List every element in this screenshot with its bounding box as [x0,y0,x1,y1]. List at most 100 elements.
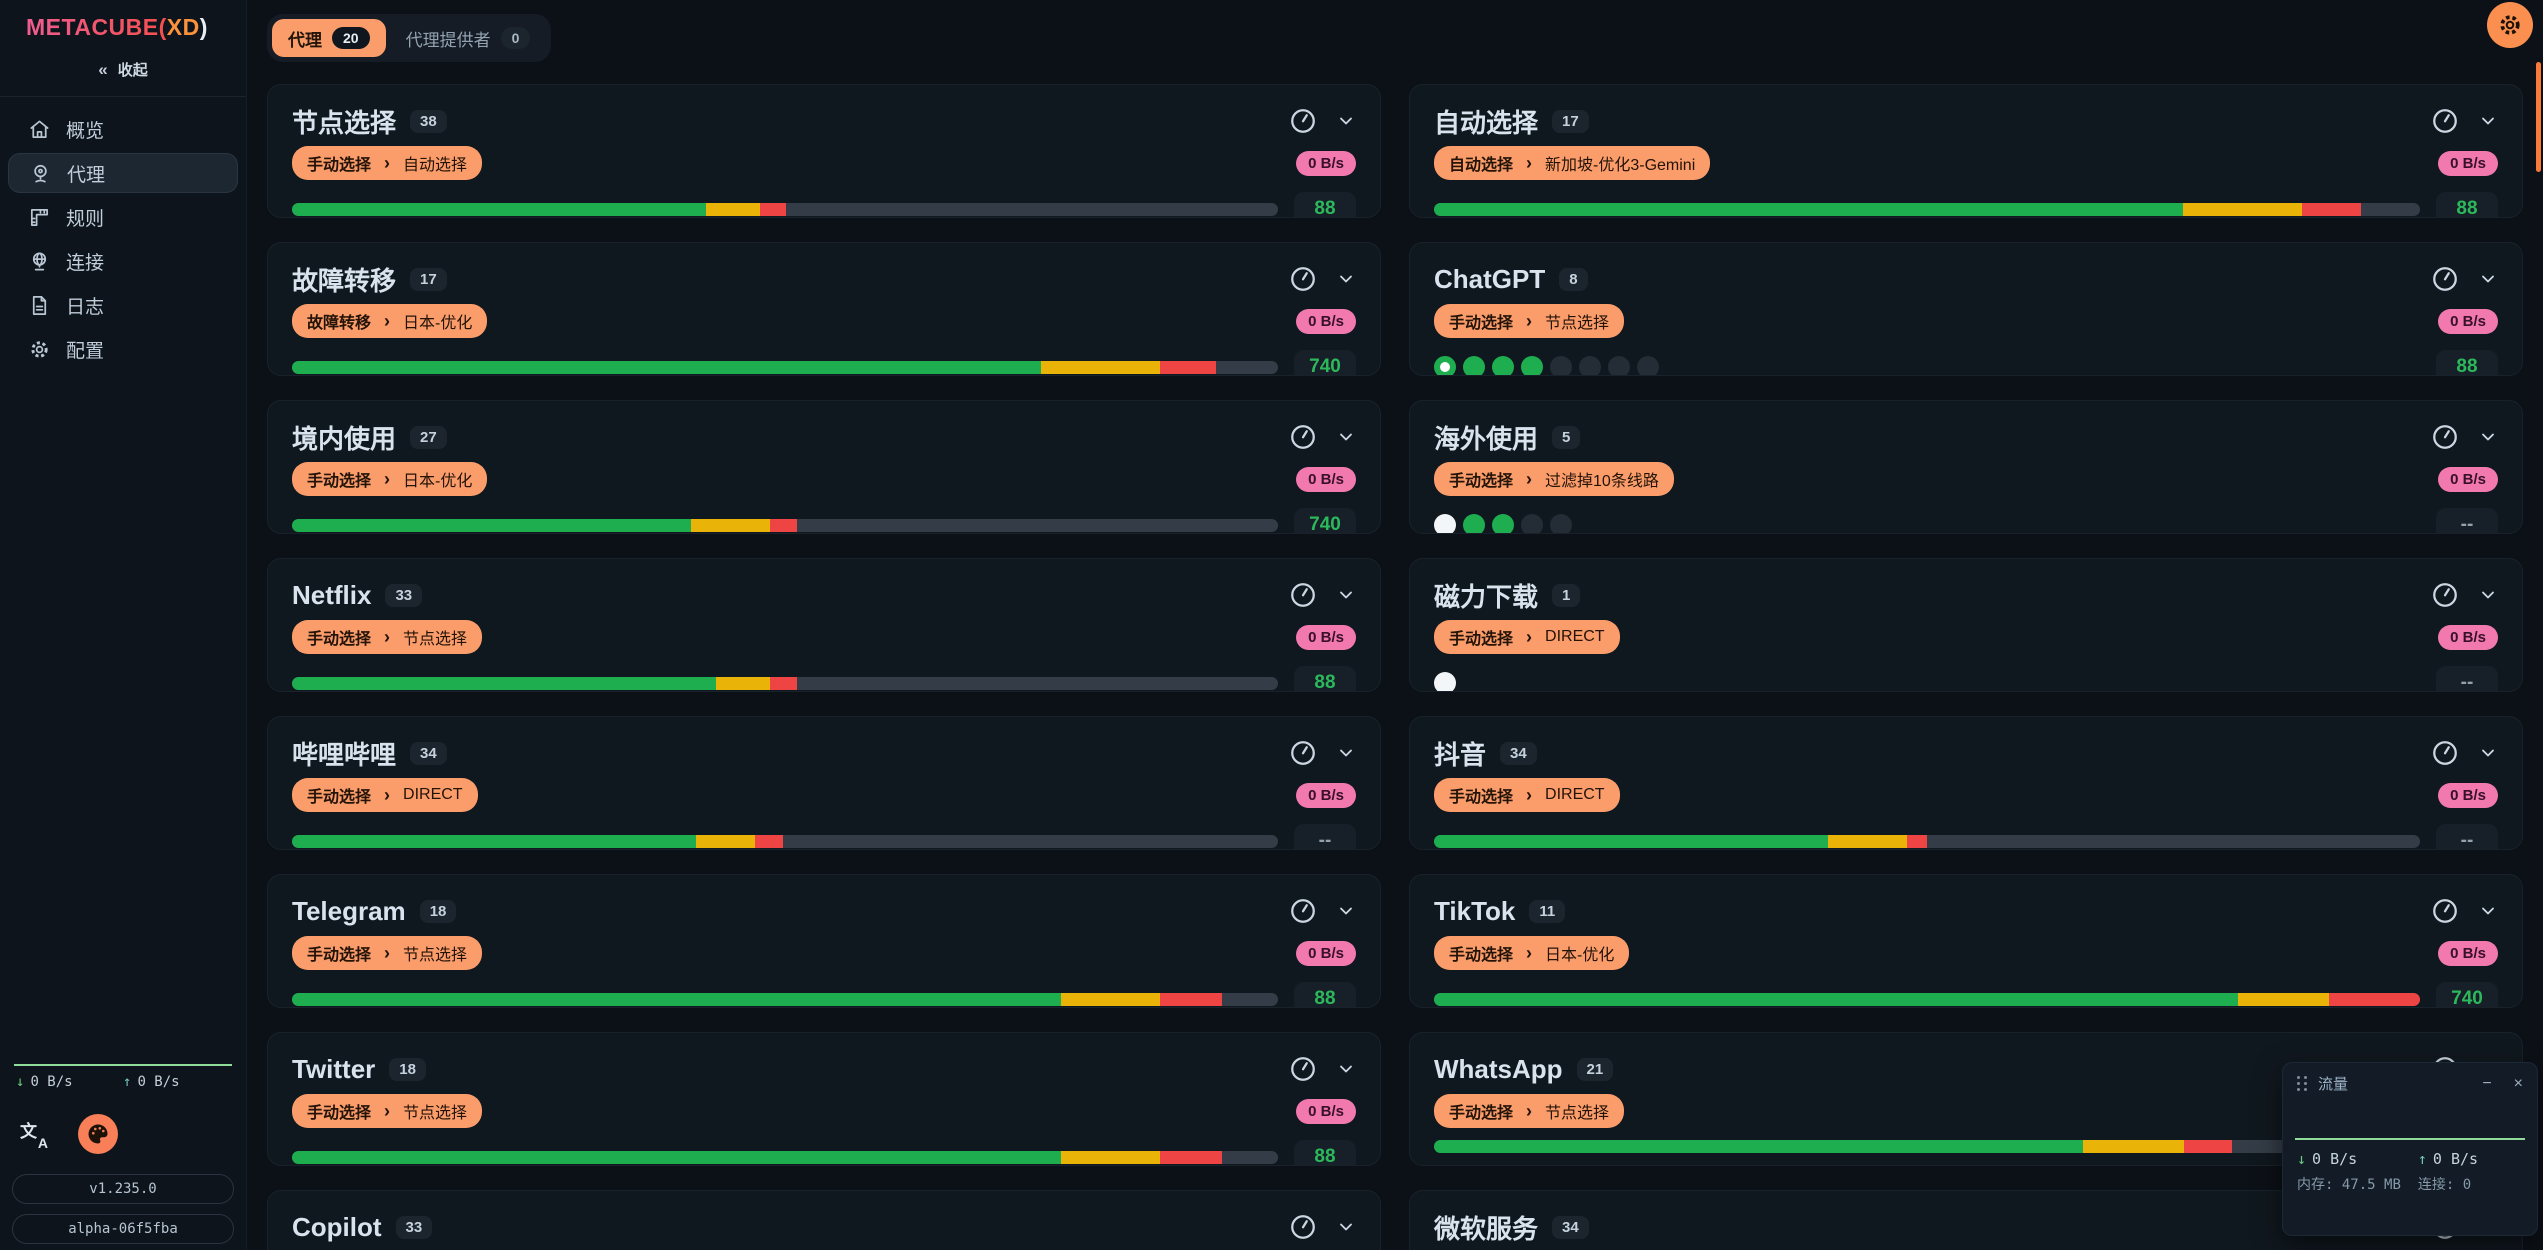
expand-group-button[interactable] [2478,269,2498,289]
memory-stat: 内存: 47.5 MB [2297,1177,2401,1193]
latency-test-button[interactable] [1288,1212,1318,1242]
latency-bar-segment-red [2301,202,2361,216]
latency-test-button[interactable] [2430,738,2460,768]
expand-group-button[interactable] [1336,1059,1356,1079]
node-dot-up[interactable] [1492,514,1514,533]
latency-test-button[interactable] [2430,422,2460,452]
selected-node-pill[interactable]: 手动选择 › 节点选择 [1434,1094,1625,1128]
group-title: 境内使用 [292,423,397,454]
scrollbar-thumb[interactable] [2536,62,2541,172]
close-button[interactable]: × [2513,1074,2523,1092]
expand-group-button[interactable] [1336,743,1356,763]
speedometer-icon [2433,741,2457,765]
sidebar-item-globe[interactable]: 连接 [8,241,238,281]
expand-group-button[interactable] [2478,743,2498,763]
collapse-sidebar-button[interactable]: « 收起 [0,59,246,80]
expand-group-button[interactable] [1336,901,1356,921]
latency-test-button[interactable] [1288,1054,1318,1084]
speedometer-icon [2433,425,2457,449]
expand-group-button[interactable] [1336,111,1356,131]
sidebar-item-ruler[interactable]: 规则 [8,197,238,237]
latency-test-button[interactable] [1288,106,1318,136]
selected-node-pill[interactable]: 故障转移 › 日本-优化 [292,304,488,338]
node-dot-white[interactable] [1434,672,1456,691]
latency-bar-track [292,992,1278,1006]
node-dot-idle[interactable] [1637,356,1659,375]
group-title: Twitter [292,1053,376,1084]
drag-handle-icon[interactable] [2297,1076,2308,1091]
node-dot-idle[interactable] [1608,356,1630,375]
latency-bar-segment-green [292,1150,1062,1164]
speed-badge: 0 B/s [2438,150,2498,176]
selected-node-pill[interactable]: 自动选择 › 新加坡-优化3-Gemini [1434,146,1711,180]
sidebar-item-home[interactable]: 概览 [8,109,238,149]
group-count-badge: 27 [410,425,447,449]
node-dot-white[interactable] [1434,514,1456,533]
proxy-group-card: 磁力下载 1 手动选择 › DIRECT 0 B/s [1409,558,2523,692]
chevron-down-icon [1340,433,1352,441]
node-dot-up[interactable] [1521,356,1543,375]
latency-test-button[interactable] [1288,738,1318,768]
latency-test-button[interactable] [1288,264,1318,294]
expand-group-button[interactable] [2478,901,2498,921]
latency-test-button[interactable] [2430,106,2460,136]
latency-test-button[interactable] [1288,422,1318,452]
selected-node-pill[interactable]: 手动选择 › 日本-优化 [1434,936,1630,970]
selected-node-pill[interactable]: 手动选择 › 节点选择 [1434,304,1625,338]
selected-node-pill[interactable]: 手动选择 › 节点选择 [292,936,483,970]
selected-node-pill[interactable]: 手动选择 › 节点选择 [292,1094,483,1128]
app-build-pill[interactable]: alpha-06f5fba [12,1214,234,1244]
settings-fab-button[interactable] [2487,2,2533,48]
latency-test-button[interactable] [1288,896,1318,926]
latency-bar-segment-yellow [691,518,771,532]
group-count-badge: 21 [1576,1057,1614,1081]
latency-meter [292,202,1278,216]
latency-meter [1434,1140,2498,1153]
node-dot-idle[interactable] [1550,356,1572,375]
expand-group-button[interactable] [1336,1217,1356,1237]
latency-bar-segment-yellow [2083,1140,2185,1153]
core-version-pill[interactable]: v1.235.0 [12,1174,234,1204]
sidebar-item-proxy[interactable]: 代理 [8,153,238,193]
logo-suffix: ) [199,14,208,40]
latency-bar-segment-green [292,834,697,848]
expand-group-button[interactable] [2478,427,2498,447]
selected-node-pill[interactable]: 手动选择 › 节点选择 [292,620,483,654]
node-dot-idle[interactable] [1550,514,1572,533]
selected-node-pill[interactable]: 手动选择 › 日本-优化 [292,462,488,496]
node-dot-up[interactable] [1463,514,1485,533]
theme-palette-button[interactable] [78,1114,118,1154]
speed-badge: 0 B/s [2438,624,2498,650]
expand-group-button[interactable] [2478,111,2498,131]
proxy-group-card: 抖音 34 手动选择 › DIRECT 0 B/s [1409,716,2523,850]
tab[interactable]: 代理 20 [272,19,386,57]
selected-node-pill[interactable]: 手动选择 › DIRECT [1434,620,1620,654]
selected-node-pill[interactable]: 手动选择 › 自动选择 [292,146,483,180]
selected-node-pill[interactable]: 手动选择 › DIRECT [292,778,478,812]
selected-node-pill[interactable]: 手动选择 › 过滤掉10条线路 [1434,462,1674,496]
node-dot-up[interactable] [1492,356,1514,375]
latency-test-button[interactable] [2430,264,2460,294]
latency-bar-segment-red [770,518,797,532]
proxy-icon [29,162,52,185]
selector-mode-label: 手动选择 [1449,473,1514,490]
chevron-right-icon: › [384,627,391,647]
latency-test-button[interactable] [2430,896,2460,926]
expand-group-button[interactable] [1336,427,1356,447]
selector-mode-label: 手动选择 [307,789,372,806]
node-dot-idle[interactable] [1579,356,1601,375]
expand-group-button[interactable] [1336,585,1356,605]
tab[interactable]: 代理提供者 0 [390,19,547,57]
sidebar-item-gear[interactable]: 配置 [8,329,238,369]
selected-node-pill[interactable]: 手动选择 › DIRECT [1434,778,1620,812]
node-dot-current[interactable] [1434,356,1456,375]
node-dot-idle[interactable] [1521,514,1543,533]
latency-test-button[interactable] [2430,580,2460,610]
latency-test-button[interactable] [1288,580,1318,610]
language-toggle-button[interactable]: 文 A [20,1119,50,1151]
minimize-button[interactable]: − [2482,1074,2492,1092]
sidebar-item-logs[interactable]: 日志 [8,285,238,325]
expand-group-button[interactable] [1336,269,1356,289]
expand-group-button[interactable] [2478,585,2498,605]
node-dot-up[interactable] [1463,356,1485,375]
